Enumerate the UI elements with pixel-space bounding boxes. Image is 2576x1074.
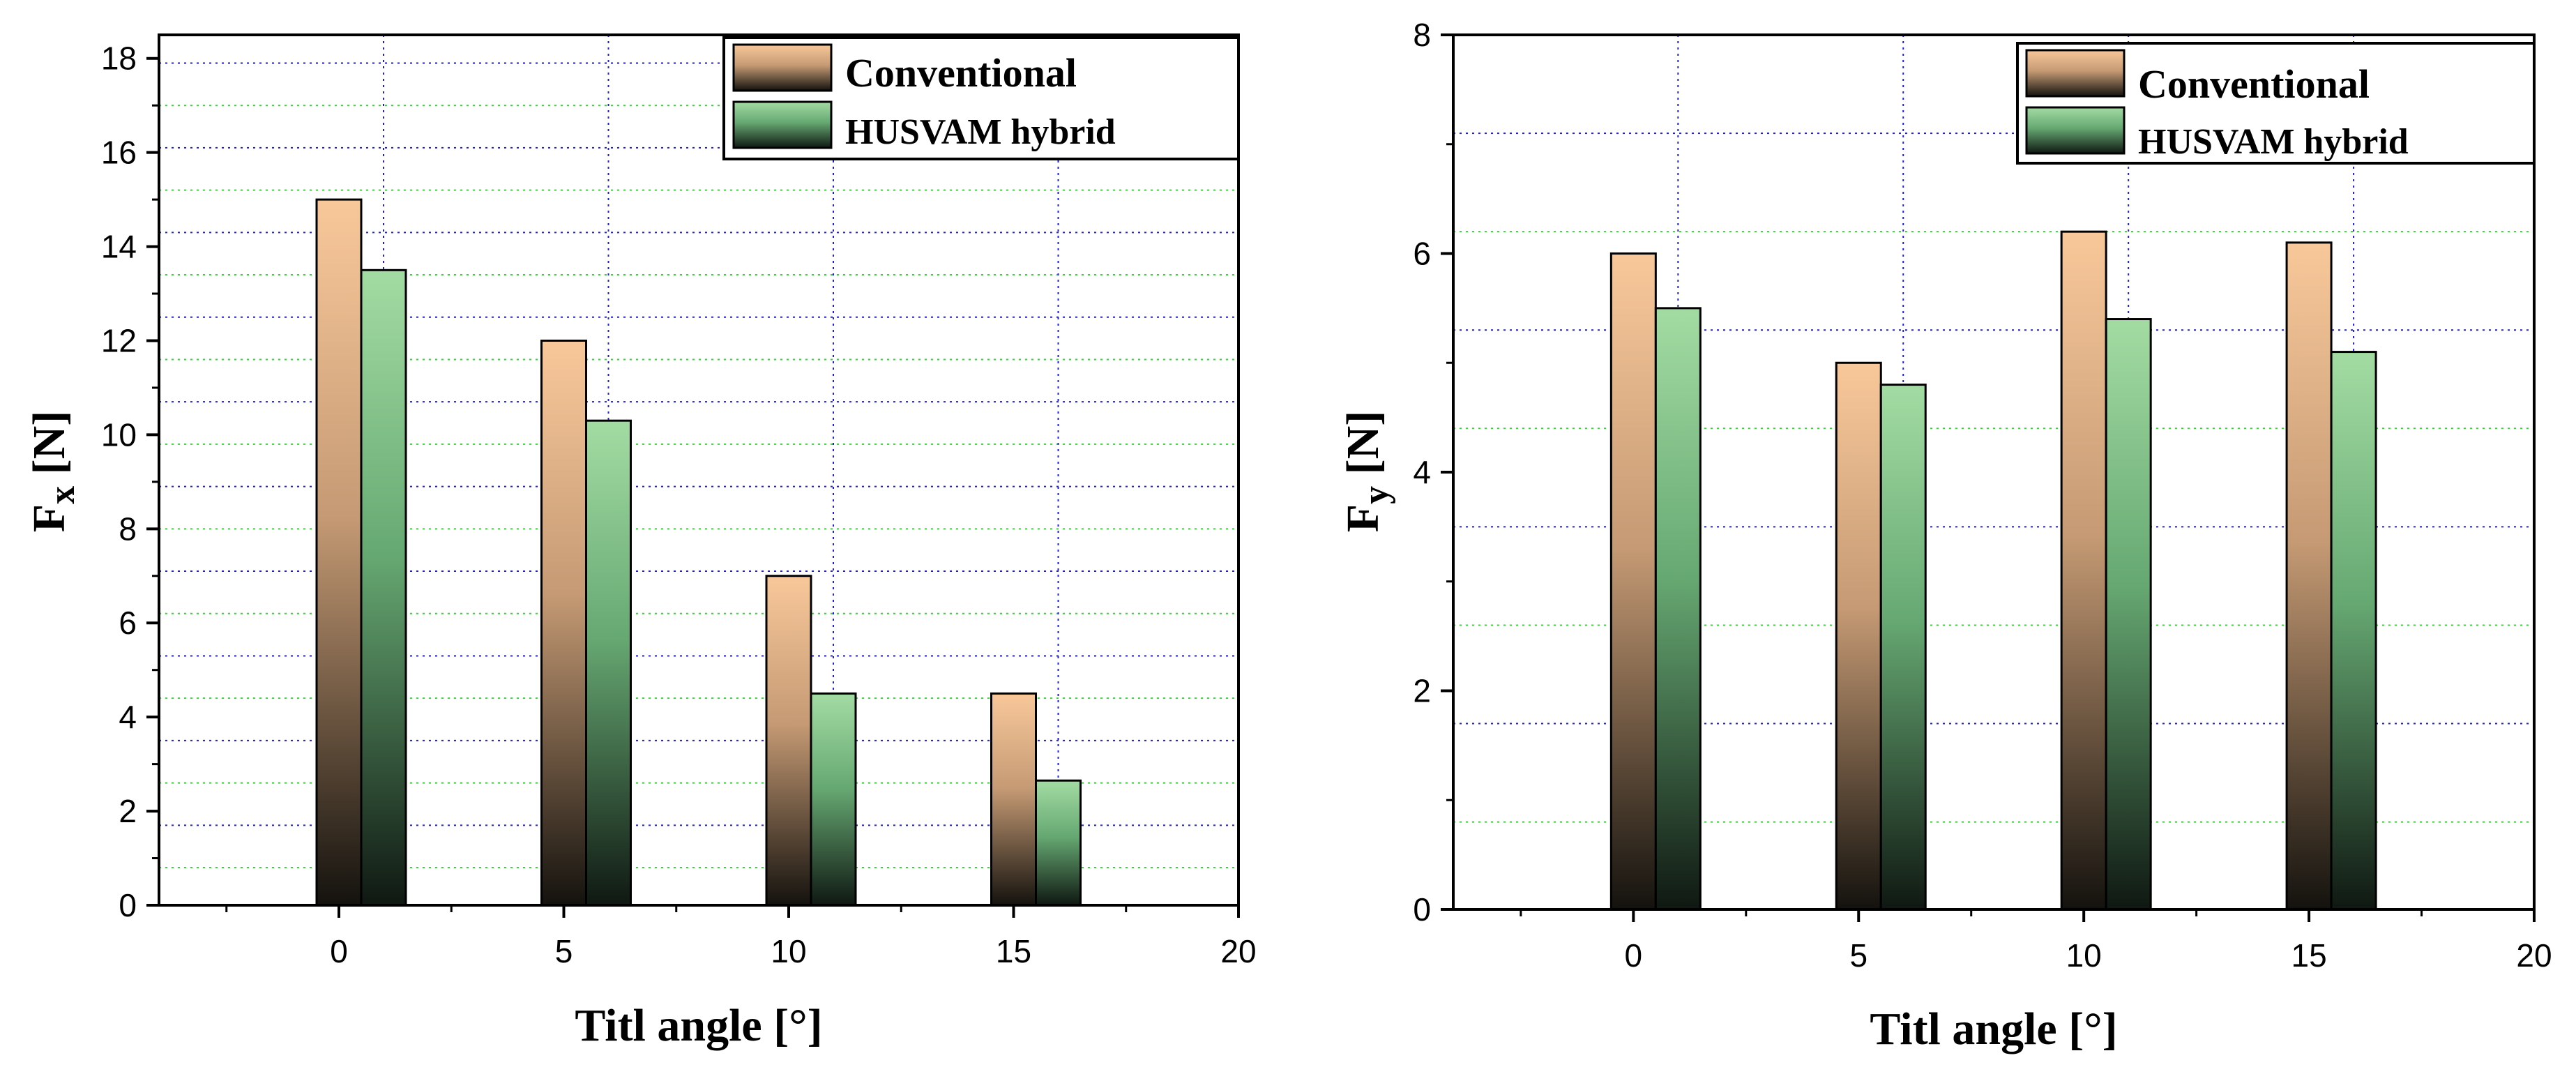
fy-y-tick-label: 8 (1413, 17, 1431, 53)
fx-legend-swatch-hybrid (732, 100, 833, 149)
fy-x-tick-label: 10 (2066, 937, 2102, 974)
fx-bar-hybrid-5 (585, 419, 632, 907)
fx-y-tick-label: 6 (119, 605, 137, 641)
fx-x-tick-label: 0 (330, 933, 348, 969)
fx-bar-conventional-0 (315, 198, 363, 907)
fx-x-tick-label: 20 (1220, 933, 1256, 969)
fy-legend-swatch-conventional (2025, 49, 2126, 98)
fx-legend-label-conventional: Conventional (845, 50, 1077, 96)
fy-x-axis: 0 5 10 15 20 (1520, 909, 2552, 974)
fx-x-axis: 0 5 10 15 20 (225, 905, 1257, 969)
fx-y-tick-label: 4 (119, 699, 137, 735)
fy-bar-hybrid-15 (2330, 351, 2377, 911)
fy-y-axis-symbol: F (1338, 504, 1388, 532)
fy-y-axis-title: Fy [N] (1338, 411, 1396, 532)
fx-plot-frame (158, 33, 1240, 907)
fx-y-tick-label: 2 (119, 793, 137, 829)
fy-x-tick-label: 15 (2291, 937, 2326, 974)
fx-bar-hybrid-0 (360, 268, 407, 907)
fy-bar-conventional-0 (1609, 252, 1657, 911)
fy-y-axis-unit: [N] (1338, 411, 1388, 486)
fy-x-tick-label: 5 (1849, 937, 1867, 974)
fy-y-axis-subscript: y (1356, 486, 1396, 504)
fy-legend-label-hybrid: HUSVAM hybrid (2138, 122, 2409, 162)
fx-bars (315, 198, 1082, 907)
fx-chart: 0 2 4 6 8 10 12 14 16 18 0 5 10 15 20 Titl angle [°] Fx … (24, 33, 1257, 1051)
fx-y-tick-label: 16 (101, 135, 137, 171)
fx-x-tick-label: 5 (555, 933, 573, 969)
fx-bar-hybrid-15 (1035, 779, 1082, 907)
fx-x-tick-label: 15 (996, 933, 1031, 969)
fy-y-tick-label: 4 (1413, 454, 1431, 490)
fy-y-tick-label: 2 (1413, 673, 1431, 709)
fx-y-tick-label: 12 (101, 322, 137, 358)
fx-y-tick-label: 0 (119, 887, 137, 923)
fx-bar-conventional-15 (990, 692, 1037, 907)
fx-y-axis-symbol: F (24, 504, 75, 532)
fy-y-tick-label: 6 (1413, 236, 1431, 272)
fy-x-tick-label: 0 (1625, 937, 1643, 974)
fx-x-tick-label: 10 (771, 933, 806, 969)
fy-bar-hybrid-5 (1879, 384, 1927, 911)
fx-x-axis-title: Titl angle [°] (575, 1000, 822, 1051)
fx-y-axis-unit: [N] (24, 411, 75, 486)
fy-bars (1609, 230, 2377, 911)
fy-chart: 0 2 4 6 8 0 5 10 15 20 Titl angle [°] Fy [N] Convent… (1338, 17, 2552, 1054)
fy-x-axis-title: Titl angle [°] (1870, 1004, 2117, 1054)
fy-y-tick-label: 0 (1413, 891, 1431, 928)
fy-bar-conventional-5 (1835, 361, 1882, 911)
fy-bar-conventional-15 (2285, 241, 2333, 911)
fy-bar-hybrid-0 (1654, 307, 1702, 911)
fx-bar-conventional-10 (765, 575, 812, 907)
fy-bar-conventional-10 (2060, 230, 2107, 911)
fy-legend-label-conventional: Conventional (2138, 61, 2370, 107)
fx-legend-label-hybrid: HUSVAM hybrid (845, 112, 1116, 152)
fx-y-tick-label: 18 (101, 40, 137, 77)
fx-y-tick-label: 8 (119, 510, 137, 547)
fx-bar-hybrid-10 (810, 692, 857, 907)
fx-bar-conventional-5 (540, 339, 587, 907)
fx-y-tick-label: 14 (101, 229, 137, 265)
fy-y-axis: 0 2 4 6 8 (1413, 17, 1453, 928)
fx-y-axis-subscript: x (43, 486, 82, 504)
fx-y-tick-label: 10 (101, 416, 137, 453)
fy-legend: Conventional HUSVAM hybrid (2016, 42, 2536, 165)
fx-legend: Conventional HUSVAM hybrid (722, 36, 1240, 160)
fy-legend-swatch-hybrid (2025, 106, 2126, 155)
fx-legend-swatch-conventional (732, 43, 833, 92)
fx-y-axis-title: Fx [N] (24, 411, 82, 532)
fy-bar-hybrid-10 (2105, 318, 2152, 911)
fy-x-tick-label: 20 (2516, 937, 2552, 974)
fx-y-axis: 0 2 4 6 8 10 12 14 16 18 (101, 40, 159, 923)
